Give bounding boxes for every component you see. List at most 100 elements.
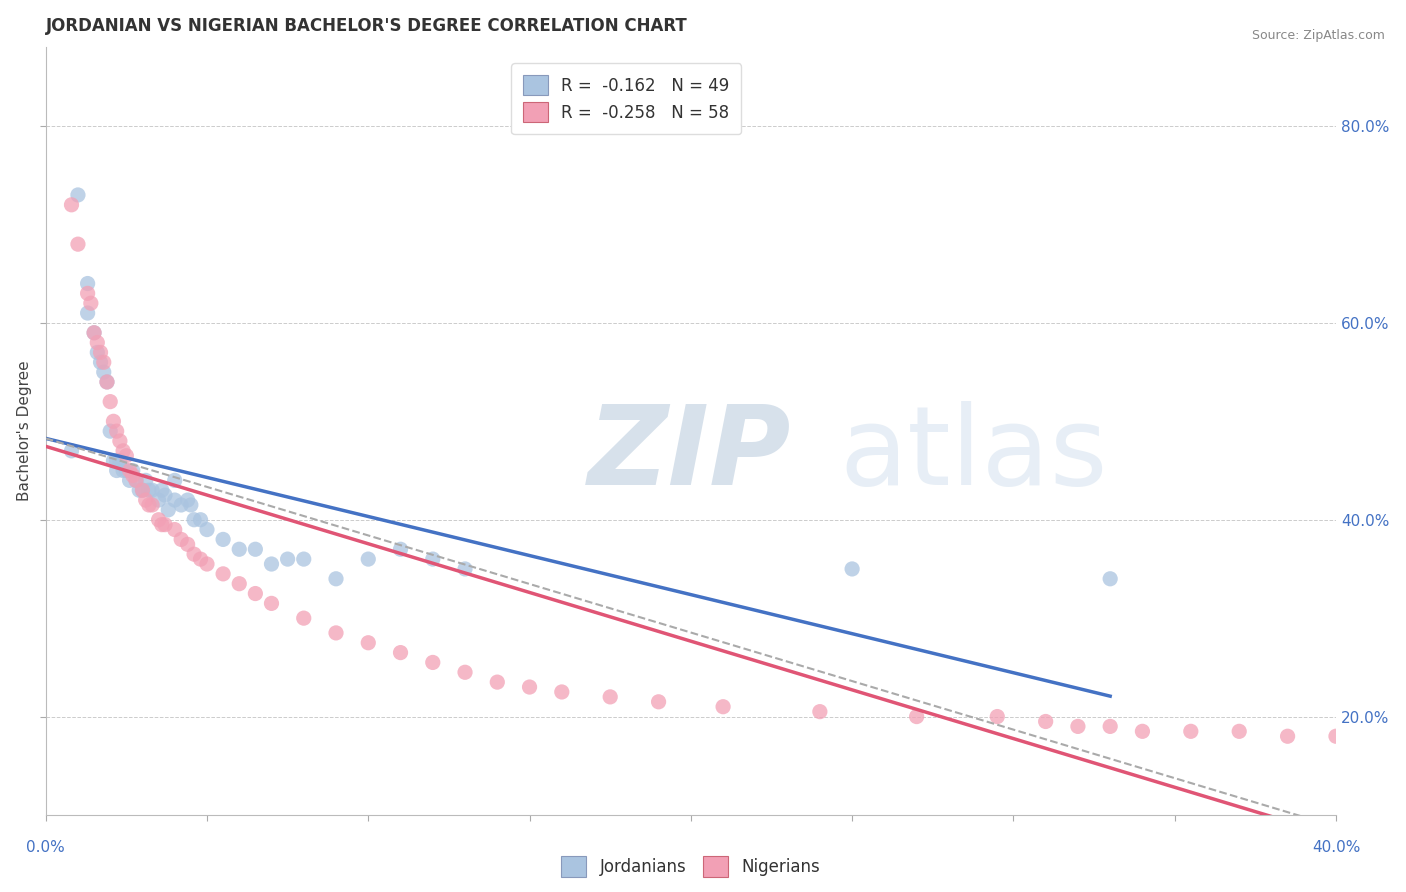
- Point: [841, 562, 863, 576]
- Point: [103, 414, 125, 428]
- Point: [277, 552, 299, 566]
- Point: [131, 483, 153, 498]
- Point: [325, 572, 347, 586]
- Point: [118, 463, 141, 477]
- Point: [163, 523, 186, 537]
- Point: [121, 463, 143, 477]
- Point: [260, 557, 283, 571]
- Point: [150, 517, 173, 532]
- Point: [66, 237, 89, 252]
- Point: [157, 503, 180, 517]
- Point: [176, 537, 198, 551]
- Point: [96, 375, 118, 389]
- Point: [121, 468, 143, 483]
- Point: [153, 517, 176, 532]
- Point: [422, 656, 444, 670]
- Point: [228, 542, 250, 557]
- Point: [599, 690, 621, 704]
- Point: [1227, 724, 1250, 739]
- Point: [66, 188, 89, 202]
- Point: [108, 434, 131, 448]
- Point: [98, 394, 121, 409]
- Text: atlas: atlas: [839, 401, 1108, 508]
- Point: [125, 474, 148, 488]
- Point: [647, 695, 669, 709]
- Point: [183, 513, 205, 527]
- Point: [808, 705, 831, 719]
- Text: JORDANIAN VS NIGERIAN BACHELOR'S DEGREE CORRELATION CHART: JORDANIAN VS NIGERIAN BACHELOR'S DEGREE …: [45, 17, 688, 35]
- Point: [180, 498, 202, 512]
- Point: [163, 493, 186, 508]
- Point: [125, 474, 148, 488]
- Point: [141, 483, 163, 498]
- Point: [76, 306, 98, 320]
- Point: [325, 626, 347, 640]
- Point: [148, 513, 170, 527]
- Text: 40.0%: 40.0%: [1312, 839, 1360, 855]
- Text: ZIP: ZIP: [588, 401, 792, 508]
- Point: [389, 542, 412, 557]
- Point: [1277, 729, 1299, 743]
- Point: [245, 542, 267, 557]
- Point: [60, 198, 83, 212]
- Point: [163, 474, 186, 488]
- Point: [1067, 719, 1090, 733]
- Point: [138, 483, 160, 498]
- Point: [148, 493, 170, 508]
- Point: [103, 453, 125, 467]
- Point: [93, 365, 115, 379]
- Point: [292, 552, 315, 566]
- Point: [422, 552, 444, 566]
- Point: [115, 463, 138, 477]
- Point: [486, 675, 509, 690]
- Point: [190, 513, 212, 527]
- Point: [80, 296, 103, 310]
- Point: [76, 277, 98, 291]
- Point: [195, 557, 218, 571]
- Point: [1132, 724, 1154, 739]
- Point: [1099, 719, 1122, 733]
- Point: [212, 533, 235, 547]
- Point: [170, 533, 193, 547]
- Point: [190, 552, 212, 566]
- Point: [112, 463, 135, 477]
- Point: [245, 586, 267, 600]
- Point: [1324, 729, 1347, 743]
- Point: [357, 636, 380, 650]
- Point: [711, 699, 734, 714]
- Point: [105, 453, 128, 467]
- Point: [98, 424, 121, 438]
- Point: [112, 443, 135, 458]
- Point: [150, 483, 173, 498]
- Point: [128, 483, 150, 498]
- Point: [905, 709, 928, 723]
- Point: [135, 474, 157, 488]
- Point: [90, 345, 112, 359]
- Point: [138, 498, 160, 512]
- Point: [76, 286, 98, 301]
- Point: [389, 646, 412, 660]
- Point: [176, 493, 198, 508]
- Point: [357, 552, 380, 566]
- Point: [454, 562, 477, 576]
- Point: [1035, 714, 1057, 729]
- Point: [170, 498, 193, 512]
- Point: [1099, 572, 1122, 586]
- Point: [135, 493, 157, 508]
- Text: 0.0%: 0.0%: [27, 839, 65, 855]
- Point: [86, 335, 108, 350]
- Text: Source: ZipAtlas.com: Source: ZipAtlas.com: [1251, 29, 1385, 42]
- Point: [260, 596, 283, 610]
- Legend: Jordanians, Nigerians: Jordanians, Nigerians: [555, 850, 827, 883]
- Y-axis label: Bachelor's Degree: Bachelor's Degree: [17, 361, 32, 501]
- Point: [83, 326, 105, 340]
- Point: [115, 449, 138, 463]
- Point: [60, 443, 83, 458]
- Point: [454, 665, 477, 680]
- Point: [83, 326, 105, 340]
- Point: [183, 547, 205, 561]
- Point: [96, 375, 118, 389]
- Point: [1180, 724, 1202, 739]
- Point: [153, 488, 176, 502]
- Point: [195, 523, 218, 537]
